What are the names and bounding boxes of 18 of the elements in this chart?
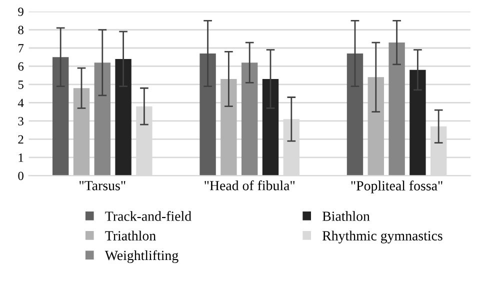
x-tick-label: "Head of fibula": [204, 180, 295, 190]
y-tick-label: 6: [18, 62, 24, 71]
y-tick-label: 2: [18, 135, 24, 144]
legend-label: Biathlon: [322, 211, 370, 221]
y-tick-label: 1: [18, 154, 24, 162]
y-tick-label: 7: [18, 44, 24, 52]
legend-label: Weightlifting: [104, 250, 178, 264]
legend-label: Rhythmic gymnastics: [322, 230, 442, 244]
y-tick-label: 0: [18, 172, 24, 180]
legend-label: Triathlon: [105, 230, 156, 240]
y-tick-label: 4: [18, 98, 24, 108]
x-tick-label: "Popliteal fossa": [351, 180, 442, 194]
y-tick-label: 9: [18, 8, 24, 16]
legend-label: Track-and-field: [105, 211, 192, 221]
y-tick-label: 5: [18, 80, 24, 89]
x-tick-label: "Tarsus": [80, 181, 126, 190]
y-tick-label: 8: [18, 26, 24, 34]
y-tick-label: 3: [18, 117, 24, 126]
